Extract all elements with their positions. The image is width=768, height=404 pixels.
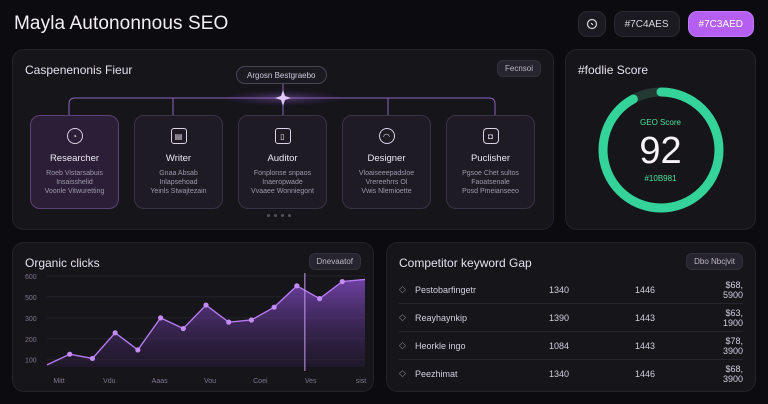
row-divider — [399, 331, 743, 332]
data-point — [339, 278, 345, 285]
document-icon: ▤ — [170, 128, 187, 144]
y-tick-label: 600 — [25, 274, 37, 281]
table-row[interactable]: ◇ Reayhaynkip 1390 1443 $63, 1900 — [399, 305, 743, 330]
organic-clicks-chart: 600 500 300 200 100 Mitt Vdu Aaas Vou Coei Ves sist — [25, 273, 367, 385]
agent-name: Auditor — [267, 153, 298, 164]
table-row[interactable]: ◇ Heorkle ingo 1084 1443 $78, 3900 — [399, 333, 743, 358]
row-value-a: 1390 — [549, 312, 570, 323]
score-ring — [598, 87, 724, 213]
data-point — [248, 317, 255, 323]
tag-icon: ◇ — [399, 368, 406, 378]
data-point — [203, 302, 209, 308]
data-point — [157, 315, 164, 321]
row-keyword: Peezhimat — [415, 368, 458, 379]
data-point — [271, 304, 277, 310]
row-value-b: 1446 — [635, 368, 656, 379]
data-point — [89, 355, 96, 362]
data-point — [180, 325, 186, 332]
tag-icon: ◇ — [399, 340, 406, 350]
row-value-b: 1443 — [635, 312, 656, 323]
row-keyword: Reayhaynkip — [415, 312, 468, 323]
x-tick-label: Coei — [253, 378, 268, 385]
row-divider — [399, 359, 743, 360]
x-tick-label: Mitt — [53, 378, 64, 385]
row-value-c: $63, 1900 — [722, 307, 743, 328]
app-title: Mayla Autononnous SEO — [14, 13, 229, 34]
color-pill-neutral[interactable]: #7C4AES — [613, 11, 680, 37]
data-point — [316, 296, 323, 302]
agent-desc: Pgsoe Chet sultos Faoatsenale Posd Pmeia… — [462, 170, 519, 195]
table-row[interactable]: ◇ Pestobarfingetr 1340 1446 $68, 5900 — [399, 277, 743, 302]
y-tick-label: 500 — [25, 295, 37, 302]
search-button[interactable] — [577, 11, 606, 37]
row-keyword: Pestobarfingetr — [415, 284, 477, 295]
agent-pipeline-card: Caspenenonis Fieur Fecnsoi Argosn Bestgr… — [12, 49, 554, 230]
competitor-chip[interactable]: Dbo Nbcjvit — [686, 253, 743, 270]
score-value: 92 — [639, 130, 682, 172]
agent-card-writer[interactable]: ▤ Writer Gnaa Absab Inlapsehoad Yeinls S… — [134, 115, 223, 209]
score-title: #fodlie Score — [578, 63, 649, 77]
search-icon — [586, 18, 597, 30]
data-point — [135, 347, 141, 353]
x-tick-label: Vdu — [103, 378, 116, 385]
pipeline-title: Caspenenonis Fieur — [25, 63, 133, 77]
pagination-dots[interactable] — [267, 214, 291, 217]
agent-card-auditor[interactable]: ▯ Auditor Fonplonse snpaos Inaeropwade V… — [238, 115, 327, 209]
tag-icon: ◇ — [399, 284, 406, 294]
score-label: GEO Score — [640, 118, 681, 127]
row-keyword: Heorkle ingo — [415, 340, 466, 351]
data-point — [226, 319, 232, 325]
x-tick-label: Vou — [204, 378, 216, 385]
tag-icon: ◇ — [399, 312, 406, 322]
row-value-a: 1084 — [549, 340, 570, 351]
y-tick-label: 200 — [25, 337, 37, 344]
row-value-a: 1340 — [549, 368, 570, 379]
data-point — [112, 330, 118, 336]
x-tick-label: sist — [356, 378, 367, 385]
data-point — [67, 351, 73, 357]
clicks-chip[interactable]: Dnevaatof — [308, 253, 361, 270]
competitor-gap-card: Competitor keyword Gap Dbo Nbcjvit ◇ Pes… — [386, 242, 756, 392]
orchestrator-chip[interactable]: Argosn Bestgraebo — [236, 66, 327, 84]
agent-desc: Fonplonse snpaos Inaeropwade Vvaaee Wonn… — [251, 170, 314, 195]
agent-card-publisher[interactable]: ◘ Puclisher Pgsoe Chet sultos Faoatsenal… — [446, 115, 535, 209]
y-tick-label: 100 — [25, 358, 37, 365]
chat-bubble-icon: ◔ — [66, 128, 83, 144]
row-value-c: $78, 3900 — [722, 335, 743, 356]
organic-clicks-card: Organic clicks Dnevaatof 600 500 300 200 100… — [12, 242, 374, 392]
agent-desc: Gnaa Absab Inlapsehoad Yeinls Stwajtezai… — [150, 170, 207, 195]
competitor-title: Competitor keyword Gap — [399, 256, 532, 270]
score-hex: #10B981 — [644, 174, 677, 183]
send-icon: ◘ — [482, 128, 499, 144]
area-fill — [47, 279, 365, 367]
agent-desc: Vloaiseeepadsloe Vrereehrrs Ol Vwis Nlem… — [358, 170, 415, 195]
geo-score-card: #fodlie Score GEO Score 92 #10B981 — [565, 49, 756, 230]
x-tick-label: Aaas — [152, 378, 168, 385]
agent-card-designer[interactable]: ◠ Designer Vloaiseeepadsloe Vrereehrrs O… — [342, 115, 431, 209]
palette-icon: ◠ — [378, 128, 395, 144]
x-tick-label: Ves — [305, 378, 317, 385]
top-actions: #7C4AES #7C3AED — [577, 11, 754, 37]
y-tick-label: 300 — [25, 316, 37, 323]
row-divider — [399, 303, 743, 304]
agent-name: Writer — [165, 153, 192, 164]
row-value-c: $68, 3900 — [722, 363, 743, 384]
row-value-c: $68, 5900 — [722, 279, 743, 300]
agent-desc: Roeb Vistarsabuis Insaisshelid Voonle Vi… — [44, 170, 105, 195]
color-pill-accent[interactable]: #7C3AED — [687, 11, 754, 37]
agent-name: Researcher — [49, 153, 100, 164]
row-value-a: 1340 — [549, 284, 570, 295]
data-point — [294, 283, 300, 289]
agent-card-researcher[interactable]: ◔ Researcher Roeb Vistarsabuis Insaisshe… — [30, 115, 119, 209]
agent-name: Puclisher — [470, 153, 511, 164]
table-row[interactable]: ◇ Peezhimat 1340 1446 $68, 3900 — [399, 361, 743, 386]
pipeline-chip[interactable]: Fecnsoi — [496, 60, 541, 77]
clicks-title: Organic clicks — [25, 256, 100, 270]
row-value-b: 1446 — [635, 284, 656, 295]
row-value-b: 1443 — [635, 340, 656, 351]
agent-name: Designer — [367, 153, 406, 164]
clipboard-icon: ▯ — [274, 128, 291, 144]
pipeline-connectors — [68, 84, 496, 115]
